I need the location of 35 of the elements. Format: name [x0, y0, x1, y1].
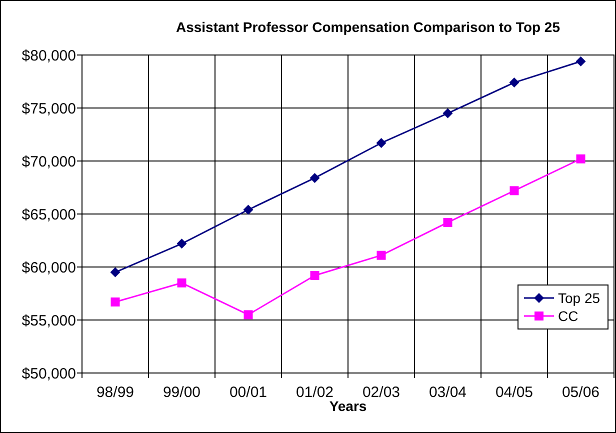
y-tick-label: $65,000 — [22, 206, 76, 224]
point — [177, 278, 186, 288]
y-tick-label: $55,000 — [22, 312, 76, 330]
point — [509, 78, 520, 88]
point — [310, 172, 320, 183]
y-tick-label: $70,000 — [22, 153, 76, 170]
x-tick-label: 02/03 — [362, 384, 400, 401]
point — [310, 270, 320, 280]
point — [110, 267, 120, 278]
point — [442, 108, 453, 118]
point — [243, 204, 254, 215]
point — [443, 218, 452, 227]
point — [376, 250, 386, 260]
point — [110, 297, 120, 306]
x-tick-label: 05/06 — [562, 384, 600, 401]
legend-label: Top 25 — [558, 290, 600, 306]
x-tick-label: 99/00 — [162, 384, 201, 401]
point — [244, 310, 253, 320]
y-tick-label: $75,000 — [22, 100, 76, 118]
x-tick-label: 01/02 — [296, 384, 334, 401]
x-tick-label: 98/99 — [96, 384, 134, 401]
y-tick-label: $50,000 — [22, 365, 76, 382]
legend-label: CC — [558, 308, 578, 324]
point — [176, 238, 187, 249]
x-axis-title: Years — [329, 398, 367, 414]
point — [376, 138, 386, 148]
point — [510, 186, 519, 196]
point — [576, 154, 586, 164]
chart-title: Assistant Professor Compensation Comparison to Top 25 — [176, 19, 560, 35]
x-tick-label: 03/04 — [428, 384, 467, 401]
x-tick-label: 00/01 — [229, 384, 268, 401]
point — [576, 56, 586, 66]
y-tick-label: $80,000 — [22, 47, 76, 64]
y-tick-label: $60,000 — [22, 259, 76, 276]
x-tick-label: 04/05 — [495, 384, 534, 401]
